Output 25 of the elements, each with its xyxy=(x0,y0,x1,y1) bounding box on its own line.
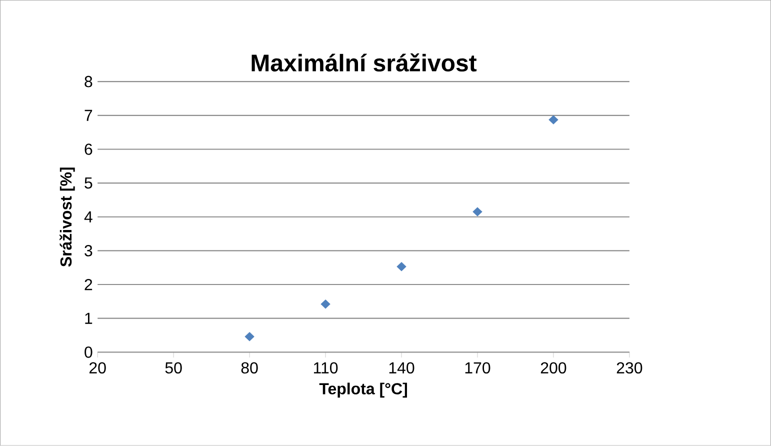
y-tick-label: 2 xyxy=(84,279,92,290)
y-tick-label: 8 xyxy=(84,76,92,88)
x-tick-label: 230 xyxy=(616,362,642,374)
x-tick-label: 50 xyxy=(165,362,182,374)
point xyxy=(548,115,558,124)
point xyxy=(244,332,254,342)
y-tick-label: 3 xyxy=(84,245,92,256)
x-tick-label: 170 xyxy=(465,362,490,374)
point xyxy=(320,300,330,309)
x-tick-label: 20 xyxy=(89,362,106,374)
y-tick-label: 5 xyxy=(84,178,92,189)
y-tick-label: 1 xyxy=(85,312,92,324)
x-tick-label: 110 xyxy=(314,362,338,374)
point xyxy=(472,207,482,216)
x-axis-title: Teplota [°C] xyxy=(319,382,407,398)
y-tick-label: 7 xyxy=(84,110,92,122)
x-tick-label: 140 xyxy=(389,362,414,374)
x-tick-label: 80 xyxy=(241,362,258,374)
y-tick-label: 6 xyxy=(84,144,92,156)
y-tick-label: 0 xyxy=(84,346,92,358)
chart-title: Maximální sráživost xyxy=(252,54,477,72)
point xyxy=(396,262,406,272)
x-tick-label: 200 xyxy=(540,362,566,374)
y-tick-label: 4 xyxy=(84,212,92,222)
y-axis-title: Sráživost [%] xyxy=(60,168,75,267)
